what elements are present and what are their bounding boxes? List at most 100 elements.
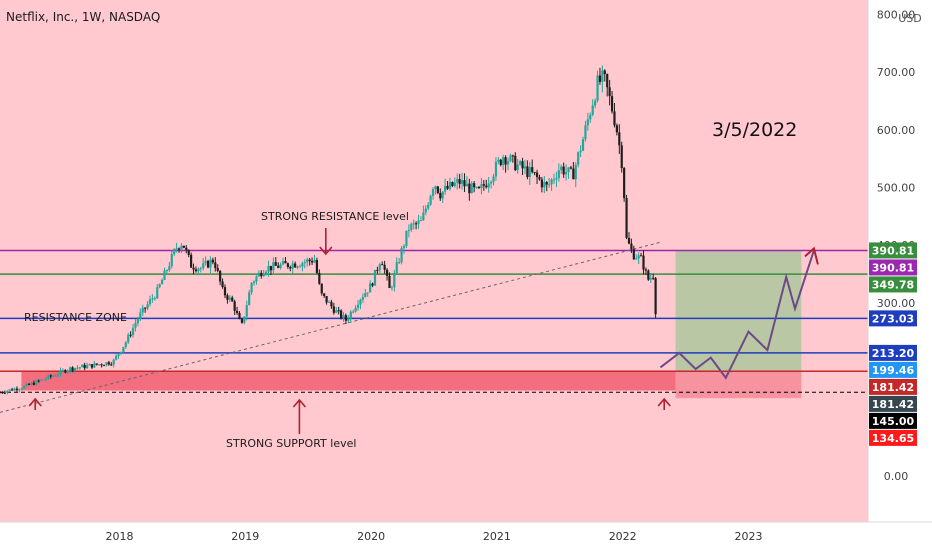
candle-body <box>313 259 316 263</box>
candle-body <box>533 172 536 174</box>
candle-body <box>306 259 309 263</box>
candle-body <box>310 261 314 263</box>
candle-body <box>337 310 340 312</box>
candle-body <box>366 292 369 294</box>
candle-body <box>110 364 113 366</box>
candle-body <box>371 283 374 286</box>
candle-body <box>352 311 355 313</box>
candle-body <box>214 262 217 269</box>
candle-body <box>548 184 551 186</box>
candle-body <box>439 192 442 199</box>
price-label[interactable]: 181.42 <box>869 395 917 412</box>
candle-body <box>56 374 60 376</box>
candle-body <box>577 152 580 165</box>
candle-body <box>284 261 287 264</box>
candle-body <box>378 264 381 271</box>
candle-body <box>18 389 21 391</box>
candle-body <box>269 265 273 271</box>
price-label[interactable]: 134.65 <box>869 429 917 446</box>
candle-body <box>235 310 239 313</box>
candle-body <box>649 277 652 280</box>
price-label-bg <box>869 310 917 327</box>
candle-body <box>606 74 609 88</box>
price-label-text: 390.81 <box>872 261 914 274</box>
time-axis-background[interactable] <box>0 522 932 550</box>
x-tick-label: 2023 <box>734 530 762 543</box>
candle-body <box>83 364 86 369</box>
price-label-bg <box>869 259 917 276</box>
price-label[interactable]: 199.46 <box>869 361 917 378</box>
price-label[interactable]: 390.81 <box>869 242 917 259</box>
price-label[interactable]: 145.00 <box>869 412 917 429</box>
candle-body <box>308 259 311 262</box>
price-label-text: 181.42 <box>872 381 914 394</box>
candle-body <box>647 270 650 280</box>
candle-body <box>615 125 618 133</box>
candle-body <box>262 273 265 277</box>
candle-body <box>170 254 173 267</box>
x-tick-label: 2020 <box>357 530 385 543</box>
candle-body <box>383 264 386 270</box>
candle-body <box>187 249 190 255</box>
candle-body <box>381 264 384 266</box>
projected-path[interactable] <box>659 250 815 380</box>
price-label[interactable]: 390.81 <box>869 259 917 276</box>
price-label[interactable]: 181.42 <box>869 378 917 395</box>
candle-body <box>441 191 444 199</box>
candle-body <box>497 159 500 162</box>
candle-body <box>632 249 635 260</box>
candle-body <box>385 269 389 276</box>
candle-body <box>197 268 200 272</box>
candle-body <box>59 370 62 375</box>
candle-body <box>323 293 326 296</box>
candle-body <box>13 388 16 391</box>
candle-body <box>100 364 103 366</box>
candle-body <box>482 184 485 186</box>
candle-body <box>427 204 430 209</box>
candle-body <box>584 125 587 140</box>
projection-loss-zone[interactable] <box>675 371 802 399</box>
y-tick-label: 500.00 <box>877 181 916 194</box>
candle-body <box>388 275 391 288</box>
candle-body <box>572 168 575 180</box>
candle-body <box>543 182 546 188</box>
candle-body <box>151 298 154 300</box>
price-label[interactable]: 273.03 <box>869 310 917 327</box>
candle-body <box>85 365 89 369</box>
date-note: 3/5/2022 <box>712 119 797 141</box>
y-tick-label: 0.00 <box>884 470 909 483</box>
candle-body <box>407 229 410 231</box>
candle-body <box>376 269 379 271</box>
candle-body <box>206 260 210 268</box>
symbol-title: Netflix, Inc., 1W, NASDAQ <box>6 10 160 24</box>
candle-body <box>122 346 125 352</box>
candle-body <box>487 183 490 188</box>
price-label-text: 134.65 <box>872 432 914 445</box>
candle-body <box>506 161 510 165</box>
candle-body <box>652 277 655 279</box>
candle-body <box>509 155 512 162</box>
candle-body <box>129 334 132 336</box>
candle-body <box>141 307 144 313</box>
candle-body <box>492 176 495 182</box>
candle-body <box>330 301 333 307</box>
x-tick-label: 2019 <box>231 530 259 543</box>
resistance-note: STRONG RESISTANCE level <box>261 210 409 223</box>
candle-body <box>502 157 505 165</box>
candle-body <box>579 150 582 153</box>
candle-body <box>117 354 120 356</box>
candle-body <box>424 208 427 213</box>
candle-body <box>618 132 621 146</box>
candle-body <box>49 375 52 377</box>
candle-body <box>190 254 193 268</box>
candle-body <box>98 364 101 366</box>
candle-body <box>468 183 471 194</box>
candle-body <box>66 370 69 373</box>
price-label[interactable]: 213.20 <box>869 344 917 361</box>
candle-body <box>463 180 466 187</box>
candle-body <box>238 312 241 319</box>
price-label[interactable]: 349.78 <box>869 276 917 293</box>
candle-body <box>260 272 263 277</box>
candle-body <box>410 223 413 230</box>
